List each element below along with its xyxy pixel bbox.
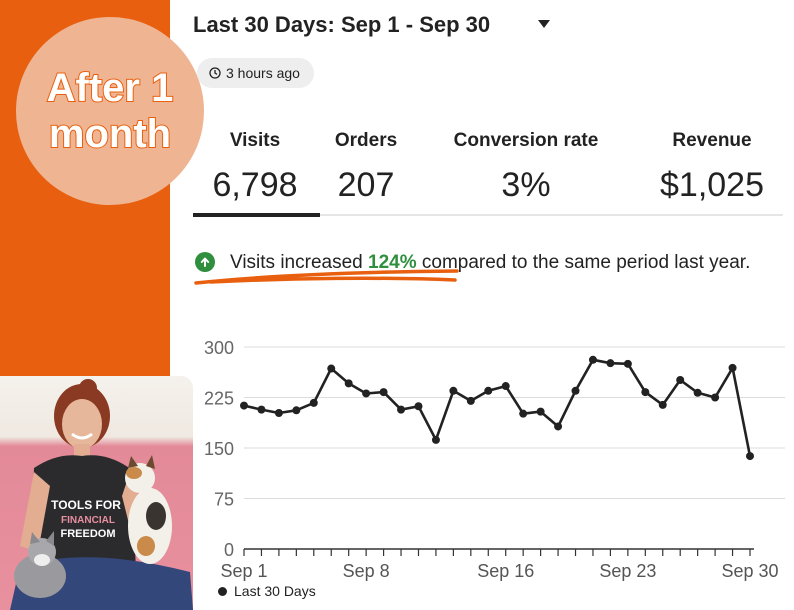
data-point (676, 375, 685, 384)
insight-prefix: Visits increased (230, 252, 368, 273)
stats-panel: Last 30 Days: Sep 1 - Sep 30 3 hours ago… (190, 0, 794, 610)
data-point (344, 379, 353, 388)
metric-value: 3% (501, 166, 551, 204)
metric-label: Orders (334, 130, 398, 151)
x-tick-label: Sep 16 (477, 561, 534, 581)
legend-label: Last 30 Days (234, 583, 316, 599)
data-point (571, 386, 580, 395)
x-tick-label: Sep 30 (721, 561, 778, 581)
badge-line-1: After 1 (46, 65, 175, 111)
metric-value: $1,025 (660, 166, 764, 204)
insight-suffix: compared to the same period last year. (416, 252, 751, 273)
data-point (431, 435, 440, 444)
data-point (466, 396, 475, 405)
data-point (519, 409, 528, 418)
data-point (746, 452, 754, 461)
badge-line-2: month (48, 111, 172, 157)
y-tick-label: 0 (224, 540, 234, 560)
data-point (588, 355, 597, 364)
data-point (554, 422, 563, 431)
data-point (292, 406, 301, 415)
data-point (397, 405, 406, 414)
shirt-text-line-1: TOOLS FOR (51, 498, 121, 512)
period-selector-label[interactable]: Last 30 Days: Sep 1 - Sep 30 (193, 12, 491, 37)
clock-icon (209, 67, 221, 79)
active-tab-indicator (193, 213, 320, 217)
visits-line-chart: 0 75 150 225 300 Sep 1 Sep 8 Sep 16 Sep 23 Sep 30 (204, 338, 785, 581)
data-point (658, 400, 667, 409)
tab-divider (193, 214, 783, 216)
metric-label: Visits (229, 130, 281, 151)
metric-conversion-tab[interactable]: Conversion rate 3% (440, 130, 612, 205)
data-point (240, 401, 248, 410)
y-tick-label: 75 (214, 490, 234, 510)
series-line-last-30-days (243, 358, 752, 457)
data-point (728, 363, 737, 372)
last-updated-text: 3 hours ago (226, 65, 300, 81)
data-point (484, 386, 493, 395)
metric-label: Revenue (672, 130, 752, 151)
metric-value: 207 (337, 166, 395, 204)
insight-percent: 124% (368, 252, 417, 273)
x-tick-label: Sep 23 (599, 561, 656, 581)
data-point (606, 359, 615, 368)
metric-label: Conversion rate (453, 130, 599, 151)
data-point (623, 359, 632, 368)
x-tick-label: Sep 8 (343, 561, 390, 581)
data-point (693, 388, 702, 397)
data-point (379, 388, 388, 397)
hand-drawn-underline (194, 269, 459, 285)
data-point (327, 364, 336, 373)
data-point (536, 407, 545, 416)
y-tick-label: 150 (204, 439, 234, 459)
shirt-text-line-2: FINANCIAL (61, 515, 115, 526)
metric-orders-tab[interactable]: Orders 207 (323, 130, 409, 205)
data-point (414, 402, 423, 411)
data-point (362, 389, 371, 398)
chevron-down-icon[interactable] (538, 20, 550, 28)
chart-legend: Last 30 Days (218, 583, 316, 599)
metric-value: 6,798 (212, 166, 298, 204)
y-tick-label: 225 (204, 389, 234, 409)
data-point (641, 388, 650, 397)
seller-photo: TOOLS FOR FINANCIAL FREEDOM (0, 376, 193, 610)
arrow-up-icon (195, 252, 215, 272)
data-point (274, 408, 283, 417)
shirt-text-line-3: FREEDOM (61, 528, 116, 540)
legend-marker (218, 586, 227, 596)
data-point (449, 386, 458, 395)
data-point (309, 398, 318, 407)
metric-visits-tab[interactable]: Visits 6,798 (193, 130, 317, 205)
after-one-month-badge: After 1 month (16, 17, 204, 205)
data-point (257, 405, 266, 414)
data-point (711, 393, 720, 402)
metric-revenue-tab[interactable]: Revenue $1,025 (652, 130, 772, 205)
data-point (501, 382, 510, 391)
y-tick-label: 300 (204, 338, 234, 358)
visits-insight-text: Visits increased 124% compared to the sa… (230, 249, 785, 277)
last-updated-pill: 3 hours ago (197, 58, 314, 88)
x-tick-label: Sep 1 (220, 561, 267, 581)
